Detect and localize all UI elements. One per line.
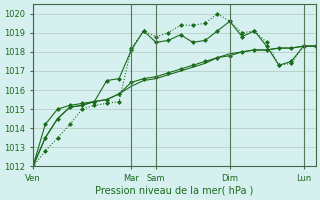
X-axis label: Pression niveau de la mer( hPa ): Pression niveau de la mer( hPa ) — [95, 186, 253, 196]
